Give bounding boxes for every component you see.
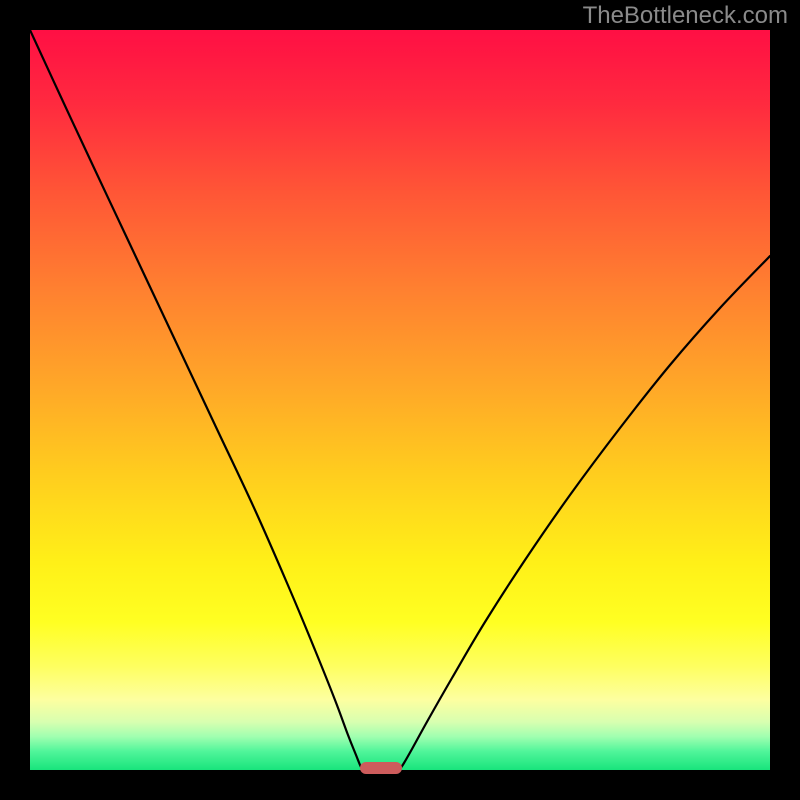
gradient-background	[30, 30, 770, 770]
watermark-text: TheBottleneck.com	[583, 2, 788, 30]
optimal-marker	[360, 762, 402, 774]
chart-frame: TheBottleneck.com	[0, 0, 800, 800]
bottleneck-chart	[0, 0, 800, 800]
